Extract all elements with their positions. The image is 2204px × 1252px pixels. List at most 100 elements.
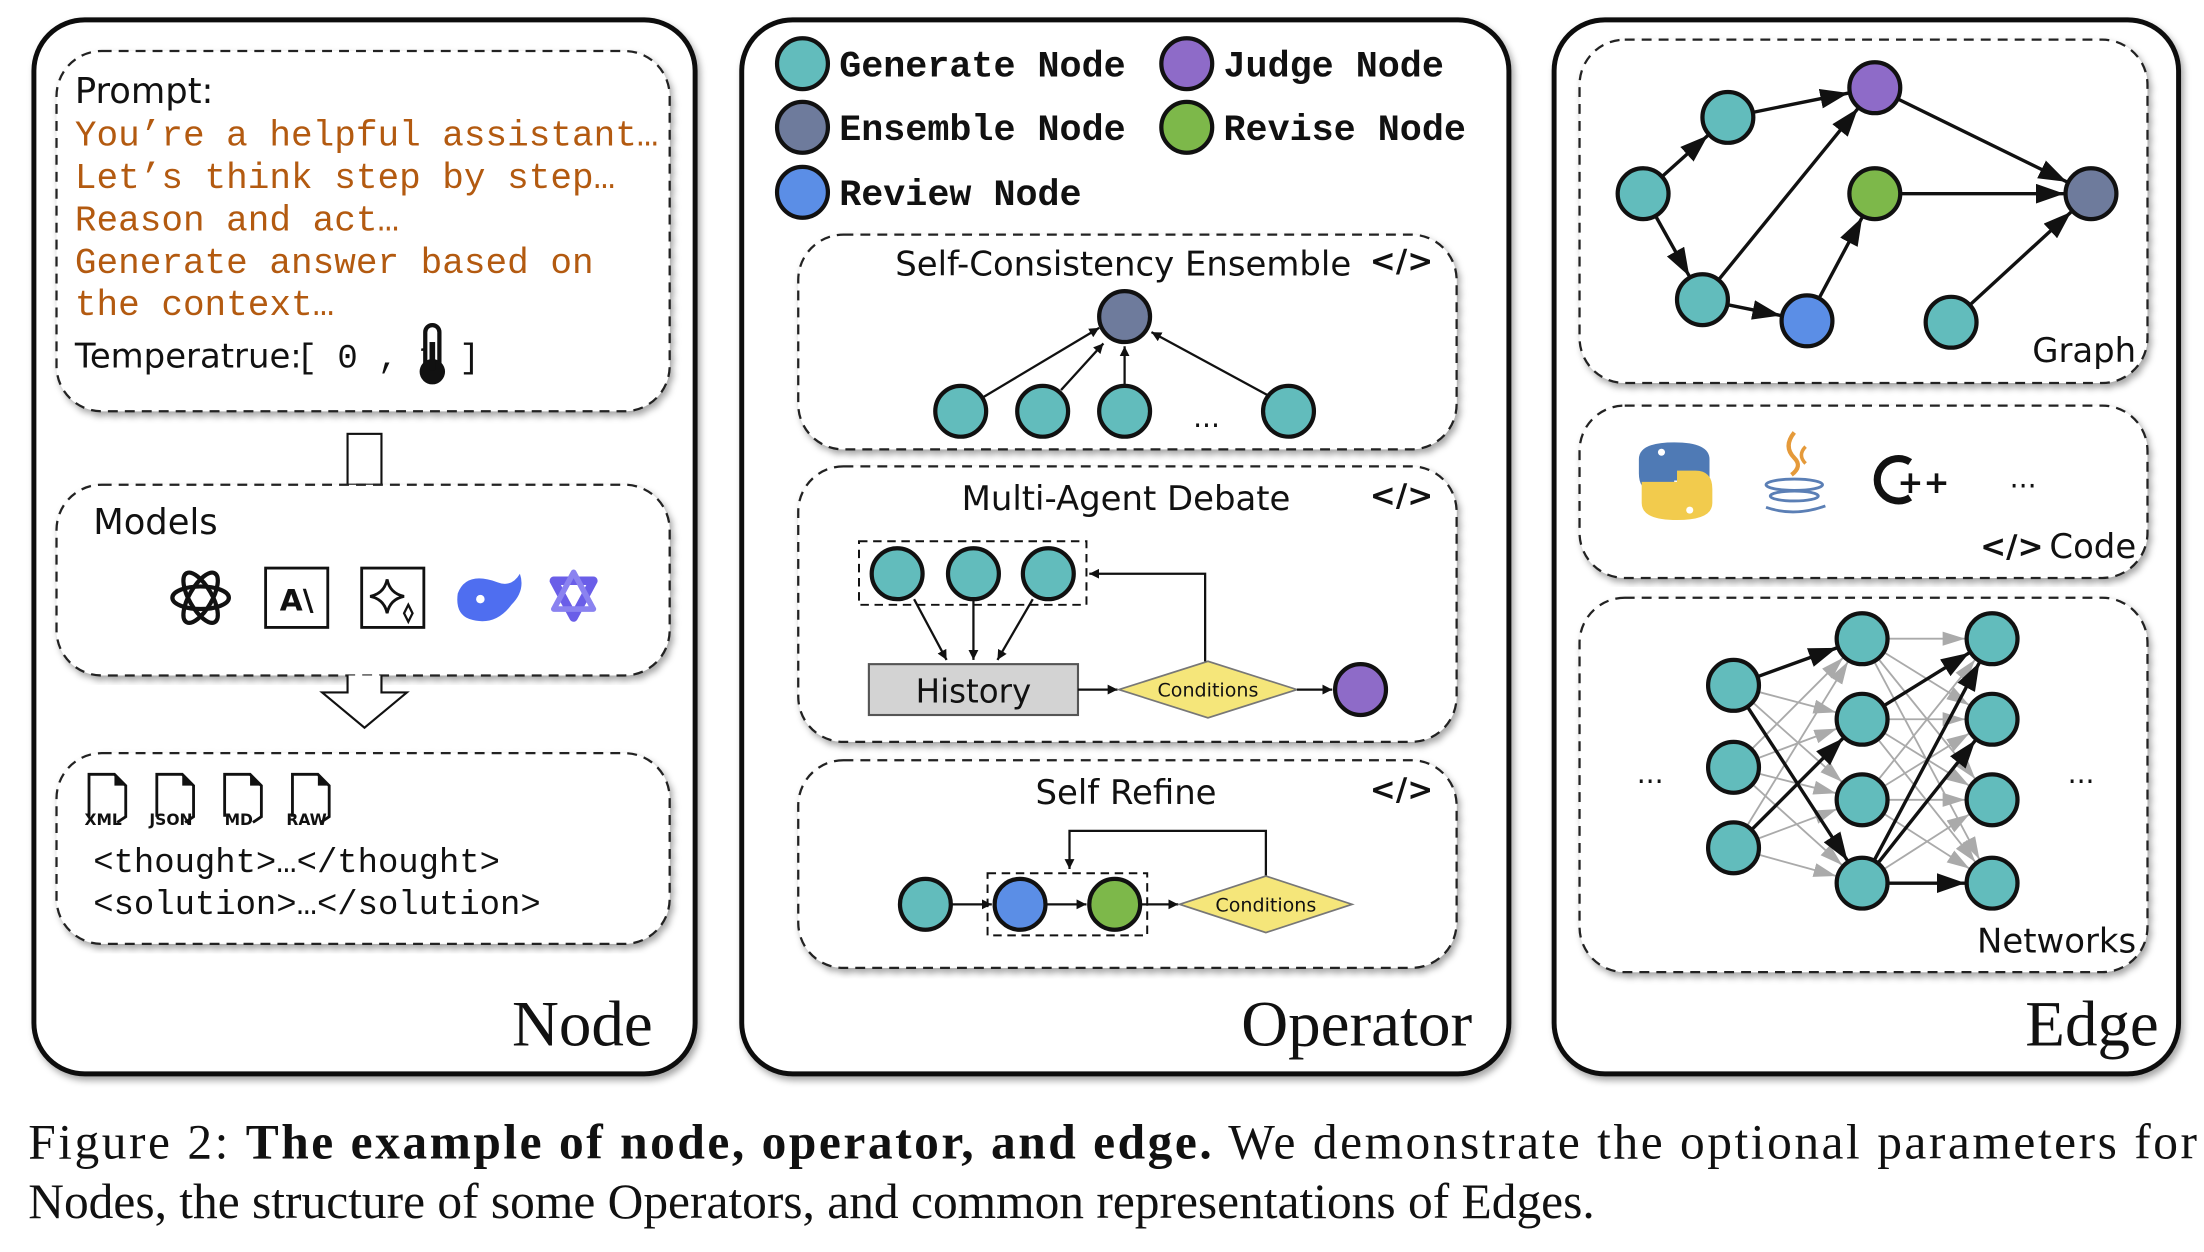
conditions-label: Conditions — [1215, 894, 1316, 916]
code-icon: </> — [1980, 529, 2043, 565]
node-panel: Prompt: You’re a helpful assistant… Let’… — [31, 17, 698, 1077]
generate-node — [1615, 166, 1671, 222]
file-json-icon: JSON — [148, 772, 195, 829]
network-node — [1705, 657, 1762, 713]
legend-label: Judge Node — [1224, 46, 1444, 88]
graph-edge — [1727, 300, 1782, 320]
network-node — [1964, 611, 2020, 667]
edge-panel: Graph ++ ... </> Code — [1551, 17, 2182, 1077]
prompt-label: Prompt: — [75, 71, 214, 112]
legend-label: Revise Node — [1224, 110, 1466, 152]
graph-edge — [1817, 216, 1864, 300]
code-icon[interactable]: </> — [1370, 772, 1433, 808]
node-panel-title: Node — [512, 989, 653, 1061]
ensemble-node — [2063, 166, 2119, 222]
graph-edge — [1968, 210, 2073, 307]
svg-text:Figure 2: The example of node,: Figure 2: The example of node, operator,… — [28, 1115, 2197, 1170]
file-format-label: XML — [84, 811, 121, 829]
generate-node — [933, 383, 989, 439]
deepseek-icon — [457, 573, 522, 622]
legend-judge-swatch — [1159, 36, 1215, 92]
code-label: Code — [2049, 527, 2136, 566]
network-edge — [1882, 651, 1971, 708]
python-icon — [1638, 442, 1713, 521]
generate-node — [869, 546, 925, 602]
models-box: Models A\ — [55, 483, 671, 677]
history-label: History — [916, 672, 1032, 710]
multi-agent-debate-box: Multi-Agent Debate </> History Condition… — [797, 465, 1458, 743]
legend-label: Ensemble Node — [839, 110, 1125, 152]
conditions-label: Conditions — [1158, 680, 1259, 702]
gemini-icon — [360, 566, 426, 629]
operator-panel-title: Operator — [1241, 989, 1472, 1061]
revise-node — [1847, 166, 1903, 222]
temperature-range: [ 0 , 1 ] — [297, 340, 480, 378]
code-box: ++ ... </> Code — [1578, 404, 2149, 580]
graph-edge — [1717, 107, 1860, 281]
ellipsis: ... — [1193, 401, 1220, 434]
network-edge — [1876, 739, 1977, 865]
code-icon[interactable]: </> — [1370, 243, 1433, 279]
networks-ellipsis: ... — [1637, 757, 1664, 790]
code-ellipsis: ... — [2010, 462, 2037, 495]
network-node — [1834, 691, 1890, 747]
edge-panel-title: Edge — [2025, 989, 2159, 1061]
generate-node — [1700, 89, 1756, 145]
svg-text:A\: A\ — [280, 582, 314, 617]
networks-ellipsis: ... — [2068, 757, 2095, 790]
generate-node — [1260, 383, 1317, 439]
network-node — [1705, 820, 1762, 876]
file-md-icon: MD — [223, 772, 263, 829]
agent-group — [858, 540, 1088, 606]
output-format-box: XML JSON MD RAW <thought>…</thought> <solut… — [55, 752, 671, 946]
prompt-line: Generate answer based on — [75, 243, 594, 284]
network-node — [1834, 611, 1890, 667]
anthropic-icon: A\ — [264, 566, 330, 629]
graph-edge — [1654, 215, 1691, 278]
legend-review-swatch — [774, 164, 831, 220]
down-arrow — [319, 675, 410, 730]
generate-node — [1020, 546, 1076, 602]
output-line: <solution>…</solution> — [93, 887, 540, 925]
legend-label: Generate Node — [839, 46, 1125, 88]
generate-node — [1674, 272, 1730, 328]
graph-edge — [1896, 97, 2068, 184]
revise-node — [1087, 876, 1143, 932]
review-node — [992, 876, 1048, 932]
networks-label: Networks — [1977, 921, 2136, 960]
caption-bold: The example of node, operator, and edge. — [246, 1115, 1212, 1170]
legend-label: Review Node — [839, 175, 1081, 217]
caption-rest: We demonstrate the optional parameters f… — [1214, 1115, 2197, 1170]
generate-node — [1097, 383, 1153, 439]
network-edge — [1757, 690, 1837, 714]
generate-node — [1015, 383, 1071, 439]
connector-arrow — [346, 432, 383, 486]
network-node — [1964, 855, 2020, 911]
file-xml-icon: XML — [84, 772, 128, 829]
network-edge — [1757, 853, 1837, 877]
caption: Figure 2: The example of node, operator,… — [28, 1115, 2197, 1229]
self-refine-title: Self Refine — [1035, 773, 1216, 812]
graph-box: Graph — [1578, 38, 2149, 385]
legend-ensemble-swatch — [774, 99, 831, 155]
qwen-icon — [549, 569, 598, 622]
graph-edge — [1752, 88, 1849, 115]
debate-title: Multi-Agent Debate — [962, 479, 1291, 518]
legend: Generate Node Judge Node Ensemble Node R… — [774, 36, 1466, 220]
judge-node — [1332, 662, 1389, 718]
self-refine-box: Self Refine </> Conditions — [797, 759, 1458, 970]
prompt-line: You’re a helpful assistant… — [75, 116, 659, 157]
java-icon — [1764, 431, 1826, 514]
openai-icon — [170, 570, 231, 625]
network-edge — [1756, 646, 1838, 679]
ensemble-node — [1097, 289, 1153, 345]
file-raw-icon: RAW — [286, 772, 331, 829]
output-line: <thought>…</thought> — [93, 845, 500, 883]
models-label: Models — [93, 502, 217, 543]
network-edge — [1757, 808, 1838, 840]
caption-prefix: Figure 2: — [28, 1115, 243, 1170]
network-edge — [1751, 701, 1843, 783]
code-icon[interactable]: </> — [1370, 478, 1433, 514]
network-node — [1834, 772, 1890, 828]
file-format-label: MD — [225, 811, 253, 829]
